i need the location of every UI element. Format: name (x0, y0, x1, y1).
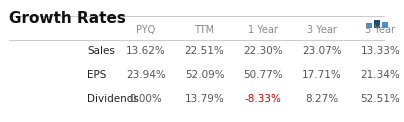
Text: 17.71%: 17.71% (302, 70, 342, 80)
Text: 23.07%: 23.07% (302, 46, 342, 56)
Text: 21.34%: 21.34% (360, 70, 400, 80)
Text: Sales: Sales (87, 46, 115, 56)
Text: 3 Year: 3 Year (307, 25, 337, 35)
Text: Growth Rates: Growth Rates (9, 11, 126, 26)
Text: PYQ: PYQ (136, 25, 156, 35)
Text: 23.94%: 23.94% (126, 70, 166, 80)
Text: 13.62%: 13.62% (126, 46, 166, 56)
Text: 52.09%: 52.09% (185, 70, 224, 80)
Bar (382, 22, 388, 28)
Text: -8.33%: -8.33% (245, 94, 282, 104)
Text: TTM: TTM (194, 25, 215, 35)
Text: 13.79%: 13.79% (185, 94, 225, 104)
Text: 22.51%: 22.51% (185, 46, 225, 56)
Text: 1 Year: 1 Year (248, 25, 278, 35)
Bar (374, 20, 380, 28)
Text: 13.33%: 13.33% (360, 46, 400, 56)
Text: 0.00%: 0.00% (130, 94, 162, 104)
Text: EPS: EPS (87, 70, 107, 80)
Text: Dividends: Dividends (87, 94, 139, 104)
Text: 22.30%: 22.30% (243, 46, 283, 56)
Text: 52.51%: 52.51% (360, 94, 400, 104)
Text: 5 Year: 5 Year (365, 25, 396, 35)
Bar (366, 23, 372, 28)
Text: 50.77%: 50.77% (243, 70, 283, 80)
Text: 8.27%: 8.27% (305, 94, 339, 104)
